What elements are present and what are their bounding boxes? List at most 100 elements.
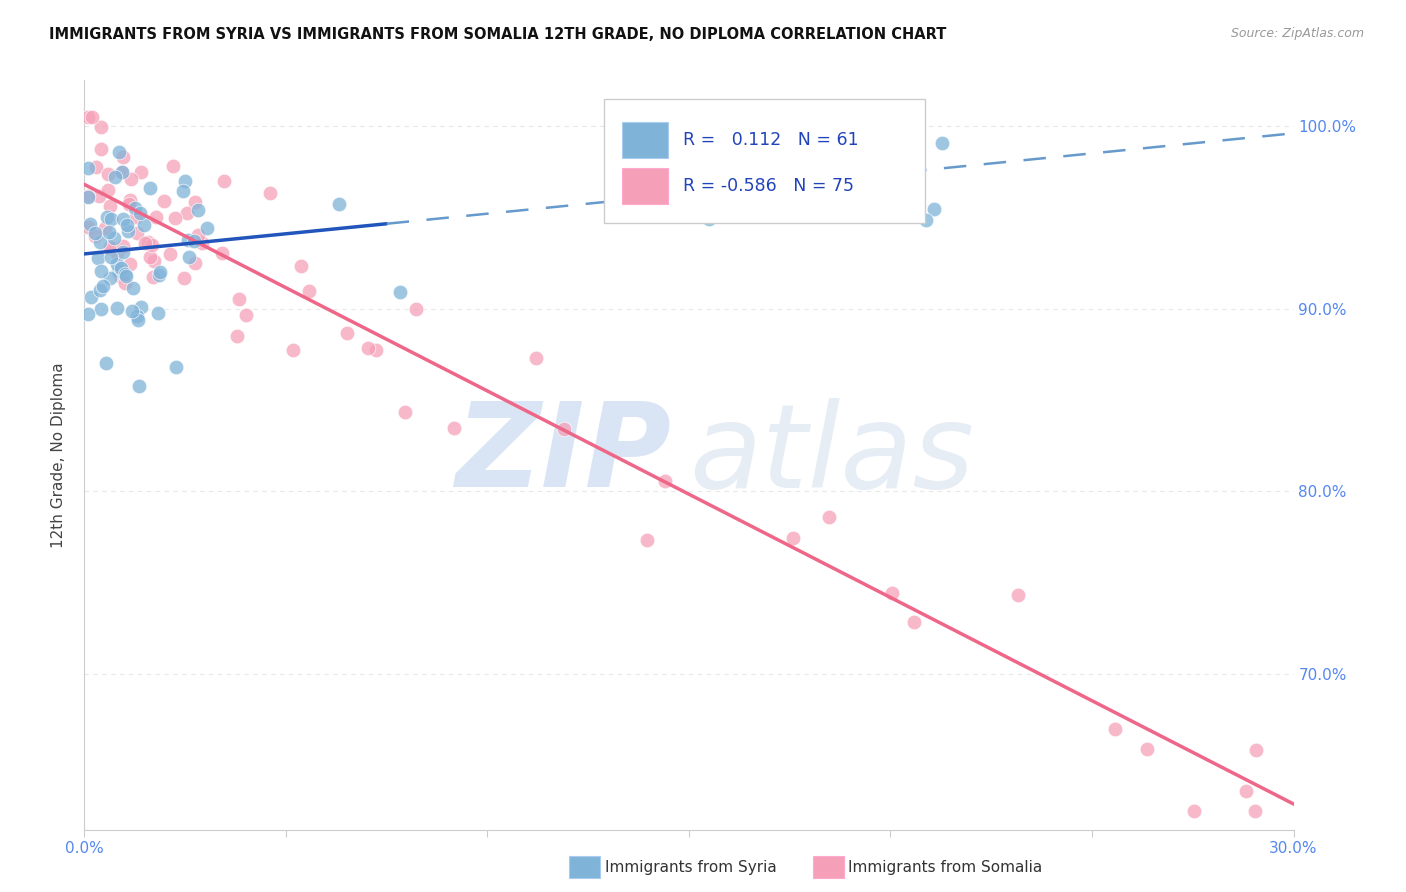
Point bbox=[1234, 784, 1257, 798]
Point bbox=[922, 202, 945, 216]
Point bbox=[110, 165, 132, 179]
Point bbox=[405, 302, 427, 317]
Point bbox=[146, 306, 169, 320]
Point bbox=[105, 301, 128, 316]
Point bbox=[187, 203, 209, 218]
Text: atlas: atlas bbox=[689, 398, 974, 512]
Point bbox=[107, 145, 129, 160]
Point bbox=[101, 242, 124, 256]
Point bbox=[89, 235, 111, 249]
Point bbox=[145, 210, 167, 224]
Point bbox=[121, 304, 143, 318]
Point bbox=[366, 343, 388, 358]
Point bbox=[105, 245, 128, 260]
Point bbox=[153, 194, 176, 209]
Text: ZIP: ZIP bbox=[454, 398, 671, 512]
Point bbox=[105, 257, 128, 271]
Text: R = -0.586   N = 75: R = -0.586 N = 75 bbox=[683, 178, 853, 195]
Point bbox=[142, 269, 165, 284]
Point bbox=[1182, 804, 1205, 818]
Point bbox=[129, 301, 152, 315]
Point bbox=[94, 221, 117, 235]
Point bbox=[148, 268, 170, 282]
Point bbox=[143, 253, 166, 268]
Point bbox=[177, 250, 200, 264]
Point bbox=[97, 167, 120, 181]
Point bbox=[553, 423, 575, 437]
Point bbox=[80, 290, 103, 304]
Point bbox=[149, 265, 172, 279]
Point bbox=[139, 250, 162, 264]
Point bbox=[177, 233, 200, 247]
Point bbox=[112, 150, 135, 164]
Point bbox=[90, 264, 112, 278]
Point bbox=[128, 206, 150, 220]
Point bbox=[114, 276, 136, 290]
Point bbox=[212, 174, 235, 188]
Point bbox=[77, 110, 100, 124]
Point bbox=[636, 533, 658, 547]
Point bbox=[1104, 722, 1126, 736]
Point bbox=[697, 211, 720, 226]
Point bbox=[84, 227, 107, 241]
Point bbox=[111, 245, 134, 260]
Point bbox=[914, 213, 936, 227]
Point bbox=[124, 201, 146, 215]
Point bbox=[184, 194, 207, 209]
Point bbox=[394, 404, 416, 418]
Point bbox=[127, 227, 149, 241]
Point bbox=[87, 188, 110, 202]
Point bbox=[104, 170, 127, 185]
Point bbox=[118, 194, 141, 208]
Point bbox=[443, 421, 465, 435]
Point bbox=[134, 218, 156, 232]
Point bbox=[173, 271, 195, 285]
Point bbox=[111, 212, 134, 227]
Point bbox=[134, 236, 156, 251]
Point bbox=[98, 199, 121, 213]
Point bbox=[163, 211, 186, 226]
Text: Immigrants from Syria: Immigrants from Syria bbox=[605, 860, 776, 874]
Point bbox=[139, 181, 162, 195]
Point bbox=[654, 474, 676, 488]
Point bbox=[336, 326, 359, 341]
Point bbox=[79, 218, 101, 232]
Point bbox=[211, 246, 233, 260]
Point bbox=[110, 268, 132, 283]
Point bbox=[84, 229, 107, 244]
Point bbox=[118, 257, 141, 271]
Point bbox=[118, 196, 141, 211]
Point bbox=[138, 235, 160, 249]
Point bbox=[90, 120, 112, 135]
Point bbox=[173, 174, 195, 188]
Point bbox=[228, 292, 250, 306]
Point bbox=[835, 160, 858, 174]
Point bbox=[389, 285, 412, 300]
Bar bbox=[623, 169, 668, 204]
Point bbox=[128, 379, 150, 393]
Point bbox=[191, 235, 214, 250]
Point bbox=[98, 240, 121, 254]
Point bbox=[195, 220, 218, 235]
Point bbox=[98, 225, 121, 239]
Point bbox=[103, 231, 125, 245]
Point bbox=[298, 284, 321, 298]
Text: IMMIGRANTS FROM SYRIA VS IMMIGRANTS FROM SOMALIA 12TH GRADE, NO DIPLOMA CORRELAT: IMMIGRANTS FROM SYRIA VS IMMIGRANTS FROM… bbox=[49, 27, 946, 42]
Point bbox=[82, 110, 104, 124]
Point bbox=[84, 161, 107, 175]
Point bbox=[87, 251, 110, 265]
Point bbox=[259, 186, 281, 201]
Point bbox=[184, 256, 207, 270]
Point bbox=[98, 270, 121, 285]
Text: Immigrants from Somalia: Immigrants from Somalia bbox=[848, 860, 1042, 874]
Point bbox=[880, 586, 903, 600]
Point bbox=[281, 343, 304, 358]
Point bbox=[165, 360, 187, 375]
Point bbox=[115, 269, 138, 284]
Point bbox=[623, 153, 645, 168]
Point bbox=[1244, 743, 1267, 757]
FancyBboxPatch shape bbox=[605, 99, 925, 223]
Point bbox=[77, 161, 100, 175]
Point bbox=[187, 228, 209, 243]
Text: R =   0.112   N = 61: R = 0.112 N = 61 bbox=[683, 131, 859, 149]
